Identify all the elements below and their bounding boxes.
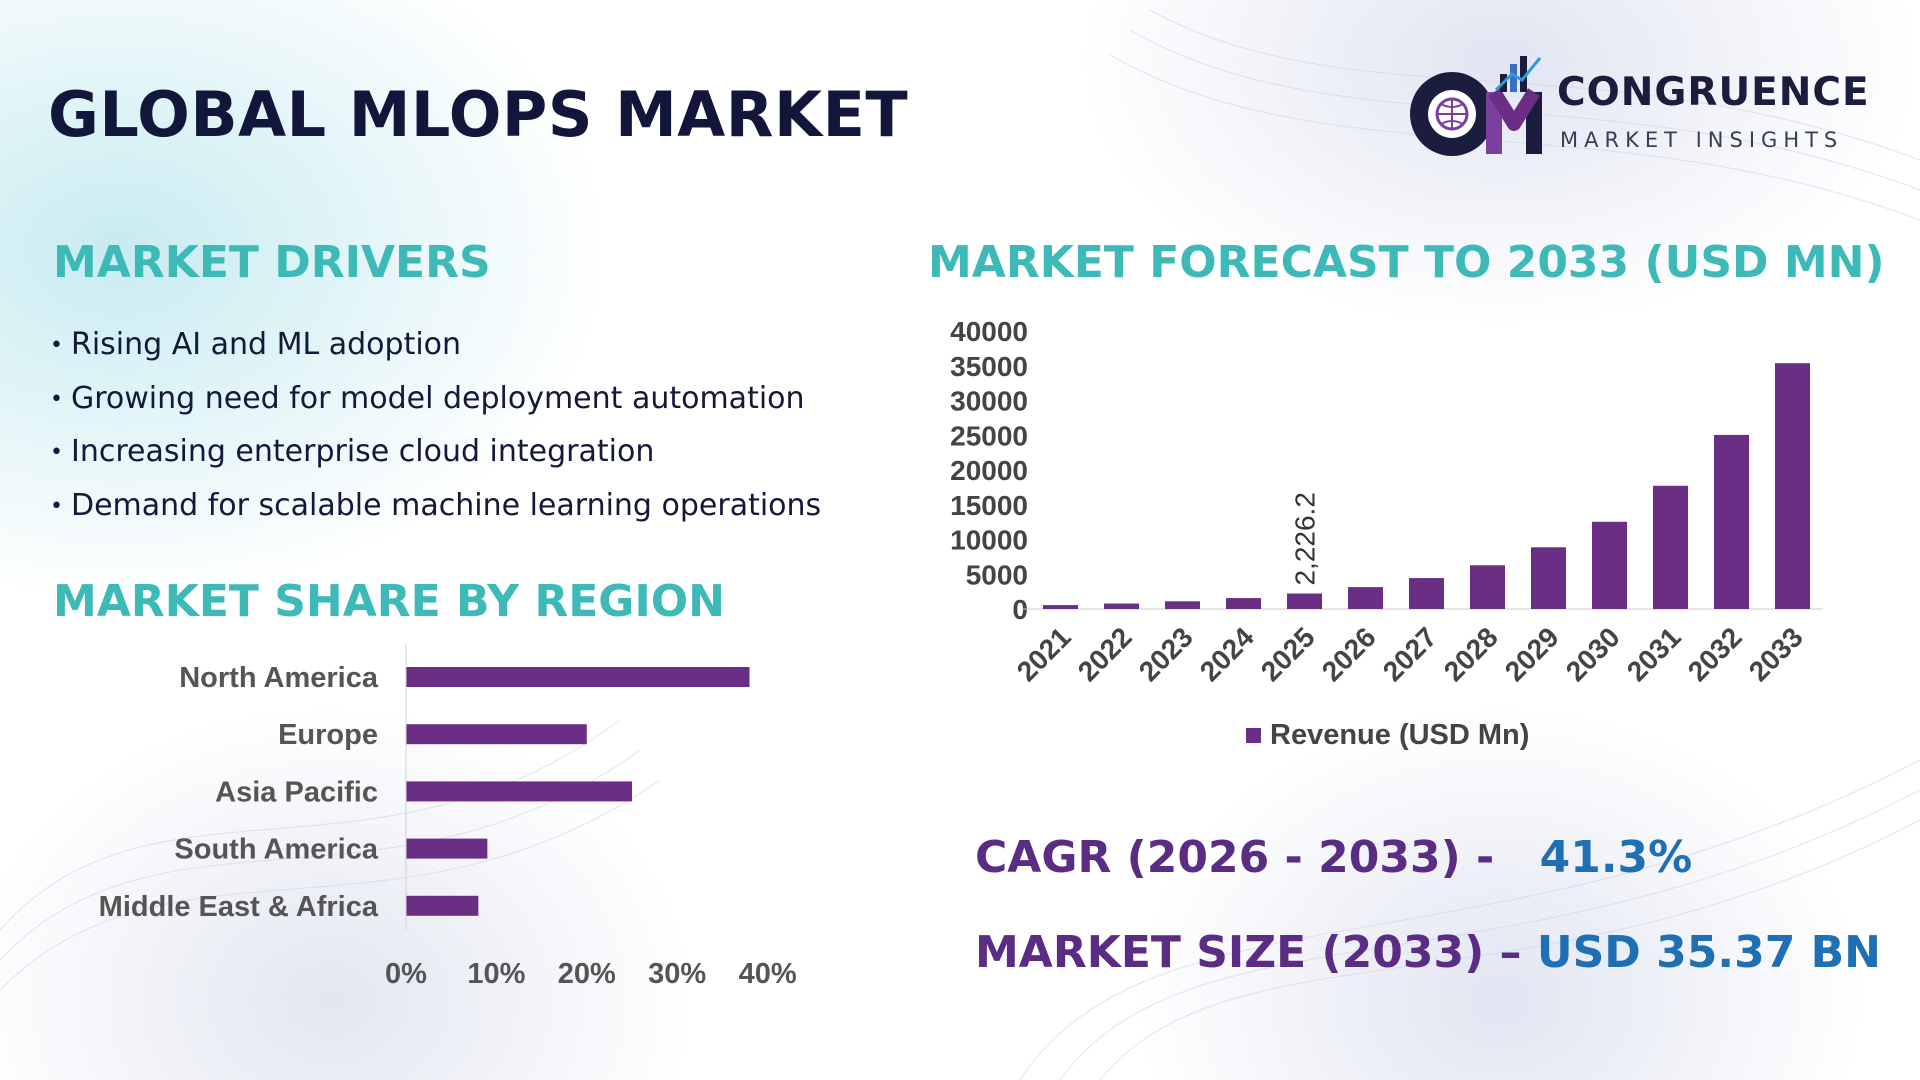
logo-name: CONGRUENCE [1557,70,1870,115]
legend-swatch [1246,728,1261,743]
company-logo: CONGRUENCE MARKET INSIGHTS [1400,52,1880,162]
drivers-heading: MARKET DRIVERS [53,237,491,288]
drivers-list: • Rising AI and ML adoption • Growing need… [50,322,821,536]
forecast-bar [1104,603,1139,609]
forecast-bar [1592,521,1627,609]
x-tick-label: 2027 [1377,621,1443,687]
y-tick-label: 15000 [950,490,1028,521]
driver-item: • Rising AI and ML adoption [50,322,821,376]
x-tick-label: 2030 [1560,621,1626,687]
forecast-bar [1470,565,1505,609]
forecast-bar [1775,363,1810,609]
region-bar [406,781,632,802]
region-label: North America [179,662,379,694]
logo-tagline: MARKET INSIGHTS [1560,128,1844,152]
x-tick-label: 20% [558,958,616,990]
cagr-label: CAGR (2026 - 2033) - [975,832,1495,883]
market-size-label: MARKET SIZE (2033) – [975,927,1522,978]
bullet-icon: • [50,386,63,412]
bullet-icon: • [50,440,63,465]
forecast-bar [1531,547,1566,609]
x-tick-label: 2029 [1499,621,1565,687]
driver-item: • Demand for scalable machine learning op… [50,483,821,537]
region-label: Middle East & Africa [99,891,379,923]
forecast-bar [1043,605,1078,609]
y-tick-label: 30000 [950,386,1028,417]
region-label: South America [174,834,378,866]
forecast-bar [1714,434,1749,609]
page-title: GLOBAL MLOPS MARKET [48,78,909,151]
x-tick-label: 0% [385,958,427,990]
x-tick-label: 40% [739,958,797,990]
region-bar [406,838,488,859]
forecast-bar [1409,578,1444,609]
x-tick-label: 2022 [1072,621,1138,687]
x-tick-label: 2021 [1011,621,1077,687]
driver-item: • Growing need for model deployment autom… [50,376,821,430]
cagr-kpi: CAGR (2026 - 2033) - 41.3% [975,832,1692,883]
legend-label: Revenue (USD Mn) [1270,719,1529,751]
x-tick-label: 30% [648,958,706,990]
y-tick-label: 40000 [950,316,1028,347]
region-heading: MARKET SHARE BY REGION [53,576,725,627]
x-tick-label: 2026 [1316,621,1382,687]
forecast-bar [1653,485,1688,609]
y-tick-label: 20000 [950,455,1028,486]
market-size-kpi: MARKET SIZE (2033) – USD 35.37 BN [975,927,1881,978]
x-tick-label: 2028 [1438,621,1504,687]
y-tick-label: 0 [1012,594,1028,625]
x-tick-label: 2024 [1194,621,1260,687]
forecast-bar [1287,593,1322,609]
logo-mark [1410,56,1542,156]
driver-item: • Increasing enterprise cloud integration [50,429,821,483]
forecast-heading: MARKET FORECAST TO 2033 (USD MN) [928,237,1885,288]
y-tick-label: 35000 [950,351,1028,382]
y-tick-label: 25000 [950,420,1028,451]
region-bar [406,667,750,687]
y-tick-label: 5000 [966,559,1028,590]
data-label: 2,226.2 [1290,492,1321,585]
driver-text: Rising AI and ML adoption [70,327,462,362]
x-tick-label: 10% [467,958,525,990]
region-bar [406,724,587,745]
forecast-bar [1165,601,1200,609]
y-tick-label: 10000 [950,525,1028,556]
x-tick-label: 2032 [1682,621,1748,687]
driver-text: Demand for scalable machine learning ope… [70,487,822,523]
bullet-icon: • [50,333,63,358]
forecast-bar [1348,587,1383,609]
cagr-value: 41.3% [1539,832,1693,883]
region-label: Europe [278,719,378,751]
bullet-icon: • [50,493,63,519]
region-bar [406,895,479,916]
x-tick-label: 2031 [1621,621,1687,687]
forecast-bar [1226,598,1261,609]
market-size-value: USD 35.37 BN [1536,927,1881,978]
driver-text: Growing need for model deployment automa… [70,380,805,416]
driver-text: Increasing enterprise cloud integration [70,434,655,469]
region-label: Asia Pacific [215,776,378,808]
x-tick-label: 2033 [1743,621,1809,687]
region-share-chart: North America Europe Asia Pacific South Ame… [99,644,797,990]
x-tick-label: 2025 [1255,621,1321,687]
x-tick-label: 2023 [1133,621,1199,687]
